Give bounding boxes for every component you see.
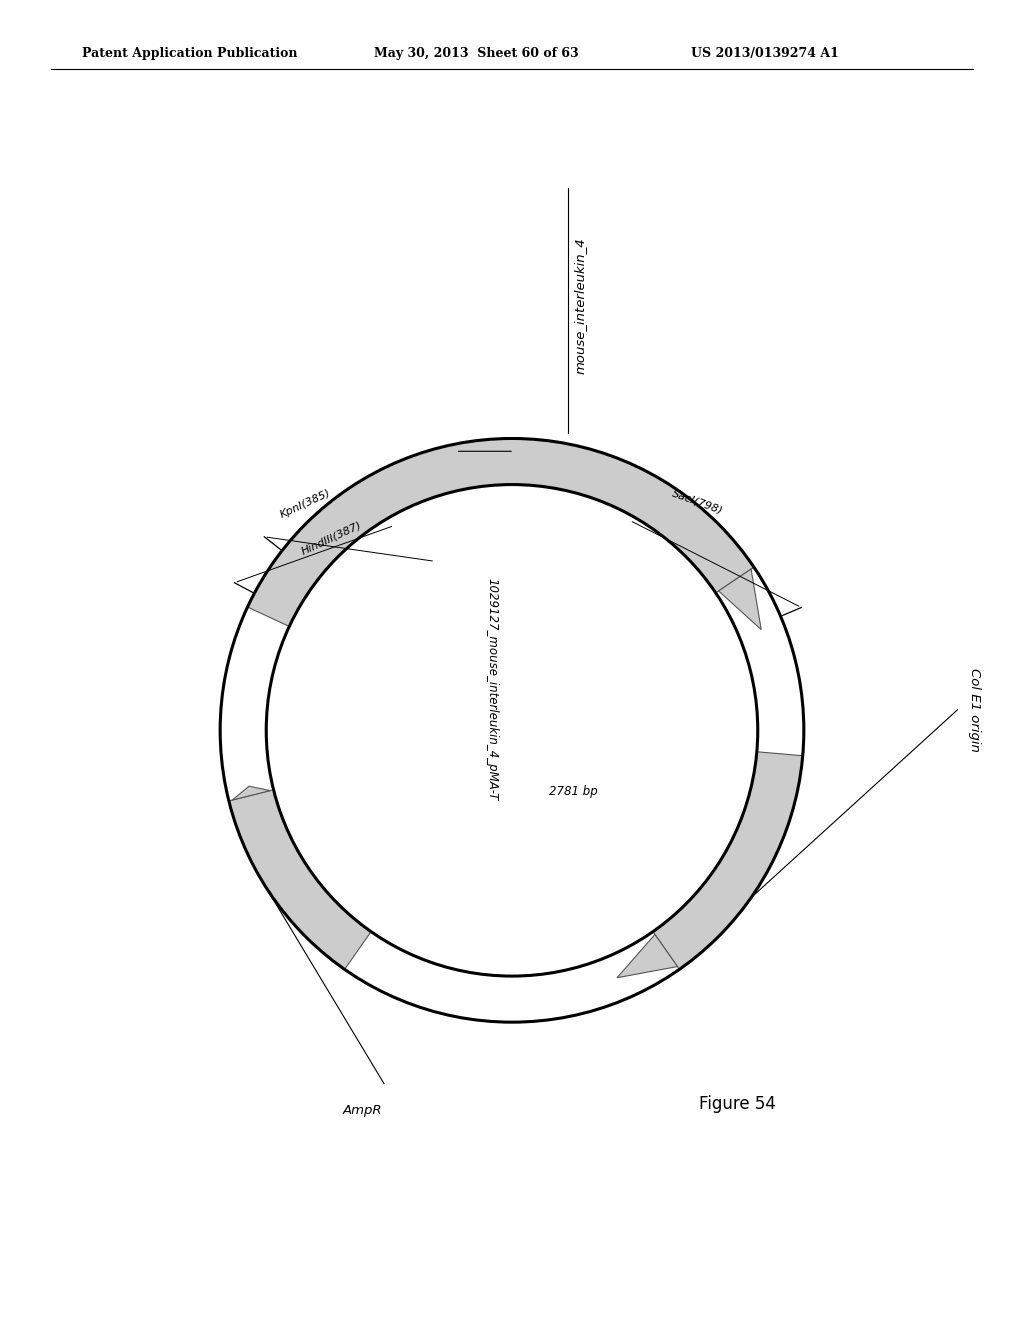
Text: mouse_interleukin_4: mouse_interleukin_4 — [573, 238, 587, 374]
Polygon shape — [653, 751, 803, 969]
Wedge shape — [220, 438, 804, 1022]
Polygon shape — [248, 438, 754, 627]
Polygon shape — [617, 935, 678, 978]
Text: SacI(798): SacI(798) — [671, 487, 724, 515]
Text: 2781 bp: 2781 bp — [549, 785, 598, 799]
Polygon shape — [232, 787, 270, 800]
Polygon shape — [228, 789, 371, 969]
Text: Figure 54: Figure 54 — [698, 1096, 776, 1113]
Text: Col E1 origin: Col E1 origin — [968, 668, 981, 752]
Text: US 2013/0139274 A1: US 2013/0139274 A1 — [691, 46, 839, 59]
Polygon shape — [719, 569, 761, 630]
Text: KpnI(385): KpnI(385) — [279, 488, 333, 520]
Text: 1029127_mouse_interleukin_4_pMA-T: 1029127_mouse_interleukin_4_pMA-T — [485, 578, 498, 800]
Text: HindIII(387): HindIII(387) — [300, 520, 364, 556]
Text: Patent Application Publication: Patent Application Publication — [82, 46, 297, 59]
Text: May 30, 2013  Sheet 60 of 63: May 30, 2013 Sheet 60 of 63 — [374, 46, 579, 59]
Text: AmpR: AmpR — [343, 1104, 383, 1117]
